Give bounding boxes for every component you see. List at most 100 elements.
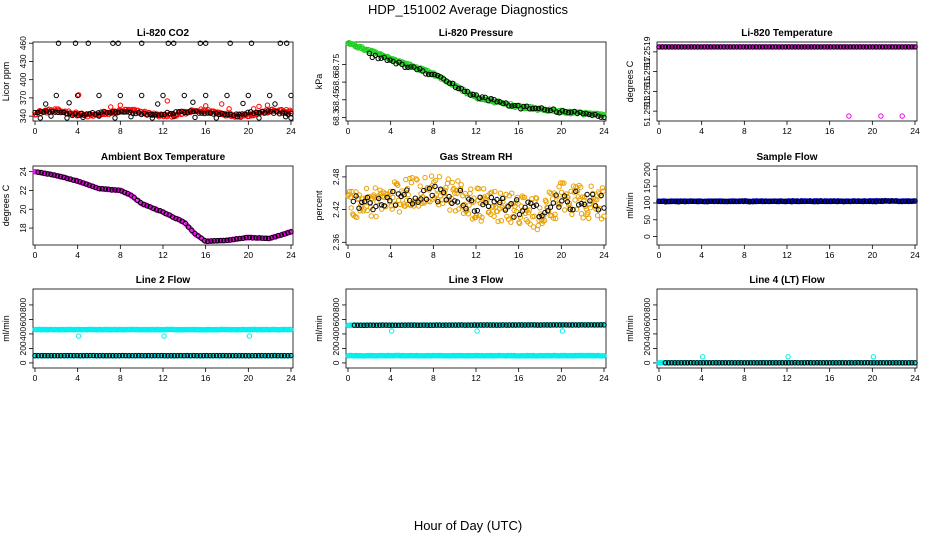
data-point [717, 44, 724, 50]
x-tick-label: 12 [782, 373, 792, 383]
data-point [582, 322, 588, 328]
data-point [704, 44, 711, 50]
data-point [361, 198, 368, 205]
data-point [411, 322, 418, 328]
data-point [500, 322, 506, 328]
data-point [235, 114, 241, 120]
data-point [402, 322, 408, 328]
data-point [811, 199, 818, 205]
x-tick-label: 0 [346, 250, 351, 260]
x-tick-label: 8 [118, 250, 123, 260]
data-point [892, 198, 899, 204]
data-point [239, 111, 245, 117]
data-point [828, 44, 834, 50]
data-point [163, 211, 169, 217]
data-point [64, 115, 70, 121]
x-tick-label: 24 [286, 373, 296, 383]
data-point [473, 212, 480, 219]
y-tick-label: 2.48 [331, 168, 341, 185]
data-point [669, 360, 675, 366]
data-point [656, 44, 662, 50]
data-point [150, 111, 156, 118]
data-point [714, 44, 720, 50]
data-point [285, 353, 291, 359]
data-point [72, 40, 79, 46]
data-point [902, 198, 908, 205]
data-point [387, 198, 393, 204]
data-point [233, 236, 240, 242]
data-point [873, 199, 879, 205]
data-point [505, 204, 511, 210]
data-point [38, 169, 45, 176]
data-point [161, 333, 167, 339]
data-point [136, 352, 142, 359]
x-tick-label: 8 [431, 250, 436, 260]
data-point [415, 199, 421, 205]
data-point [460, 202, 466, 209]
data-point [506, 103, 512, 109]
data-point [892, 44, 899, 50]
data-point [115, 109, 122, 116]
data-point [482, 94, 488, 101]
y-tick-label: 51.2513 [642, 95, 652, 126]
data-point [202, 110, 208, 117]
data-point [376, 202, 382, 208]
panel-title: Line 2 Flow [136, 275, 191, 286]
data-point [187, 353, 194, 359]
data-point [701, 44, 708, 50]
data-point [488, 194, 494, 201]
data-point [484, 322, 490, 328]
data-point [45, 353, 51, 359]
data-point [160, 92, 166, 99]
data-point [566, 322, 572, 328]
data-point [782, 360, 789, 366]
data-point [246, 353, 252, 359]
data-point [55, 40, 62, 46]
x-tick-label: 24 [599, 373, 609, 383]
y-tick-label: 400 [642, 327, 652, 341]
data-point [730, 44, 737, 50]
data-point [455, 178, 461, 184]
data-point [181, 92, 188, 99]
data-point [245, 92, 252, 99]
data-point [101, 108, 107, 115]
data-point [461, 88, 468, 95]
panel-title: Line 3 Flow [449, 275, 504, 286]
data-point [691, 360, 697, 366]
data-point [836, 360, 842, 366]
series-black [35, 169, 294, 245]
data-point [864, 360, 871, 366]
data-point [545, 208, 551, 214]
data-point [356, 205, 362, 211]
data-point [785, 360, 792, 366]
data-point [405, 322, 411, 328]
y-tick-label: 18 [18, 223, 28, 233]
data-point [494, 196, 500, 203]
y-tick-label: 800 [18, 298, 28, 312]
data-point [711, 44, 717, 50]
data-point [879, 198, 886, 205]
x-tick-label: 4 [699, 373, 704, 383]
data-point [240, 235, 246, 241]
data-point [548, 190, 554, 197]
data-point [570, 183, 577, 189]
data-point [594, 197, 600, 203]
data-point [751, 360, 757, 366]
data-point [559, 198, 565, 204]
plot-frame [656, 165, 918, 246]
data-point [854, 198, 860, 205]
data-point [181, 109, 188, 116]
data-point [226, 353, 233, 359]
x-tick-label: 20 [557, 373, 567, 383]
data-point [763, 360, 770, 366]
data-point [145, 352, 152, 359]
data-point [801, 360, 808, 366]
y-tick-label: 400 [18, 327, 28, 341]
data-point [432, 177, 439, 184]
data-point [471, 208, 478, 214]
data-point [912, 44, 918, 50]
data-point [727, 44, 733, 50]
data-point [55, 353, 61, 359]
data-point [96, 92, 102, 99]
